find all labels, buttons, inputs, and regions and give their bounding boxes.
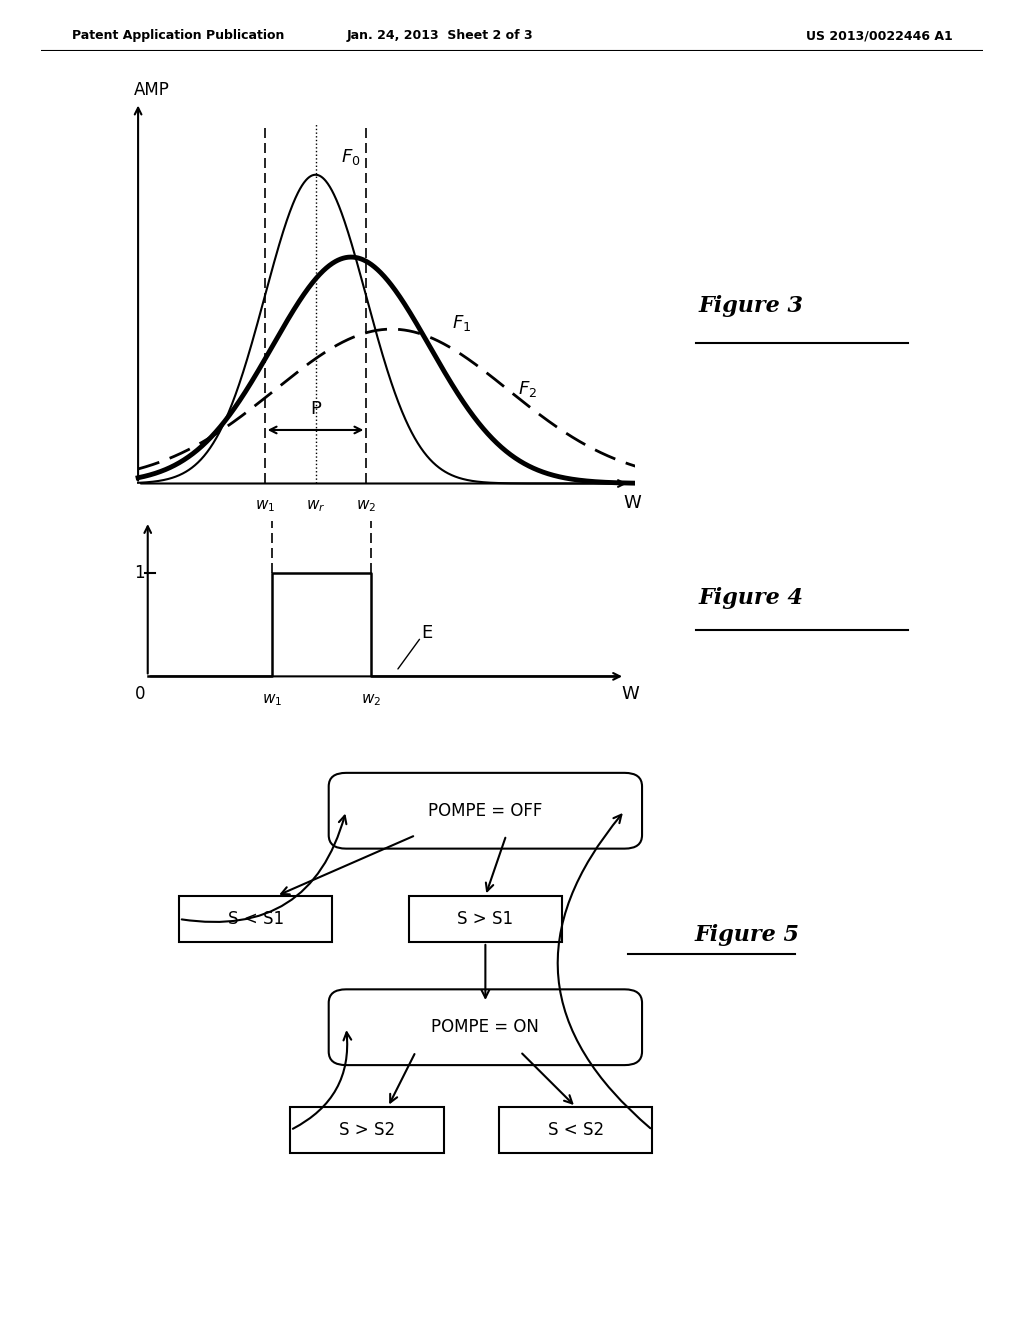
Text: $w_2$: $w_2$ [361,692,382,708]
Bar [409,896,562,942]
FancyBboxPatch shape [329,990,642,1065]
Bar [291,1107,443,1154]
Text: Patent Application Publication: Patent Application Publication [72,29,284,42]
Text: Jan. 24, 2013  Sheet 2 of 3: Jan. 24, 2013 Sheet 2 of 3 [347,29,534,42]
Bar [500,1107,652,1154]
Text: S < S1: S < S1 [227,909,284,928]
Text: S > S2: S > S2 [339,1121,395,1139]
Text: S > S1: S > S1 [458,909,513,928]
Text: POMPE = OFF: POMPE = OFF [428,801,543,820]
Text: W: W [621,685,639,702]
Text: $w_1$: $w_1$ [255,498,274,513]
Text: Figure 5: Figure 5 [694,924,800,946]
Text: $F_2$: $F_2$ [518,379,538,399]
Text: US 2013/0022446 A1: US 2013/0022446 A1 [806,29,952,42]
Text: P: P [310,400,321,417]
Text: Figure 3: Figure 3 [698,296,804,317]
Text: 0: 0 [135,685,145,702]
Text: W: W [624,494,641,512]
Text: POMPE = ON: POMPE = ON [431,1018,540,1036]
Text: AMP: AMP [134,81,170,99]
Text: $F_0$: $F_0$ [341,147,360,166]
Text: $F_1$: $F_1$ [453,313,472,333]
Text: S < S2: S < S2 [548,1121,604,1139]
Bar [179,896,332,942]
FancyBboxPatch shape [329,772,642,849]
Text: $w_2$: $w_2$ [356,498,376,513]
Text: $w_r$: $w_r$ [306,498,326,513]
Text: 1: 1 [134,564,145,582]
Text: $w_1$: $w_1$ [262,692,282,708]
Text: E: E [421,624,432,642]
Text: Figure 4: Figure 4 [698,587,804,609]
